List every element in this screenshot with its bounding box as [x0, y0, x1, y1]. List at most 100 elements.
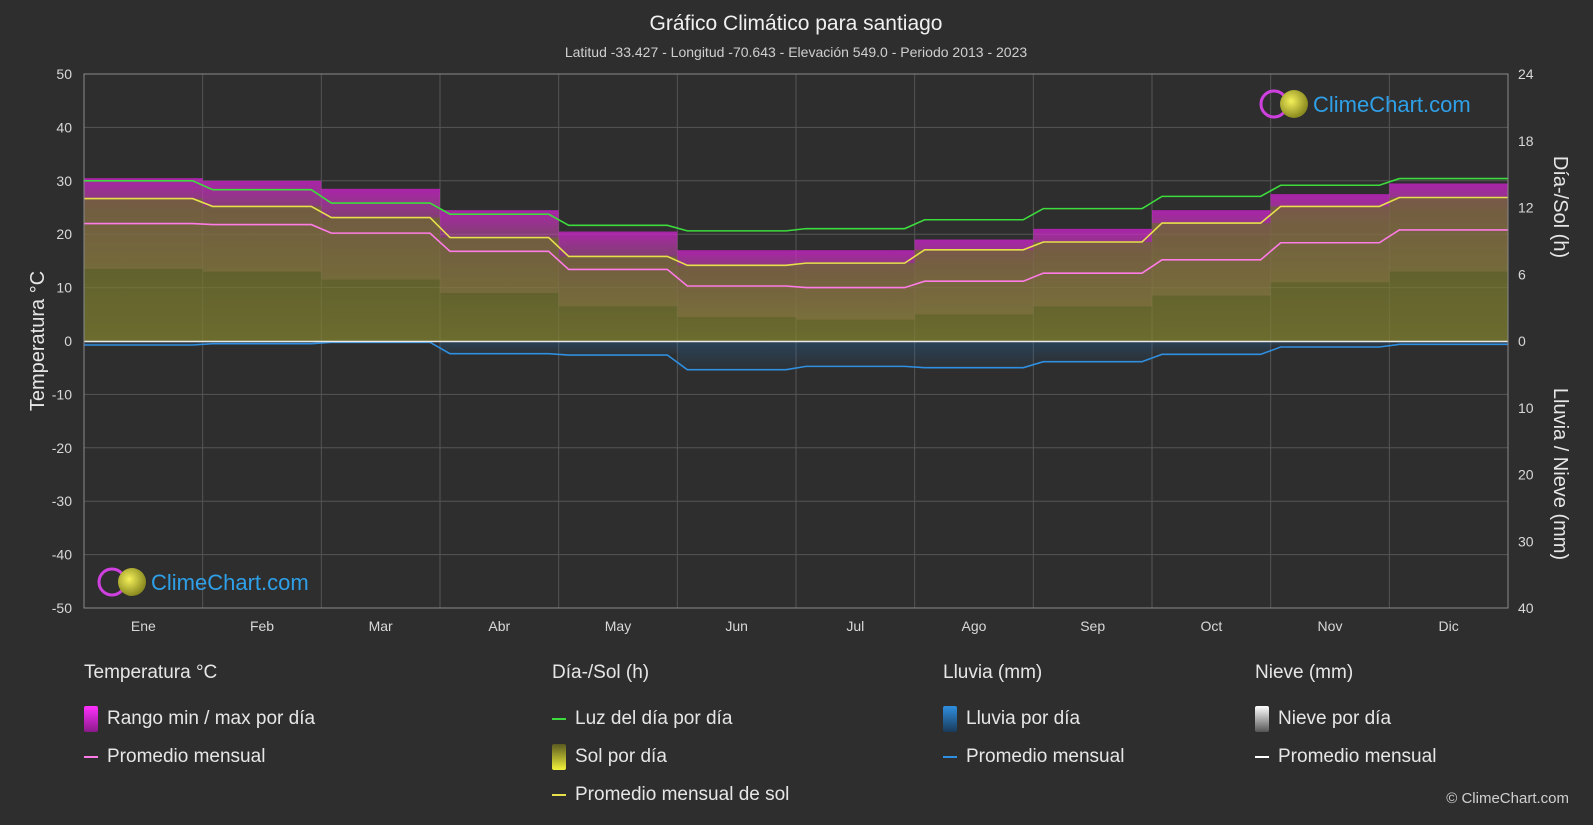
y-tick-label: 30 [56, 173, 72, 189]
x-axis-ticks: Ene Feb Mar Abr May Jun Jul Ago Sep Oct Nov Dic [131, 618, 1459, 634]
rain-bars [84, 341, 1508, 370]
legend-snow: Nieve (mm) Nieve por día Promedio mensua… [1255, 662, 1436, 776]
legend-label: Lluvia por día [966, 708, 1081, 729]
sun-bar [1270, 206, 1390, 341]
legend-rain: Lluvia (mm) Lluvia por día Promedio mens… [943, 662, 1124, 776]
watermark-top-text: ClimeChart.com [1313, 92, 1471, 117]
sun-bar [321, 217, 440, 341]
y-tick-label: -10 [52, 386, 72, 402]
legend-item-rain: Lluvia por día [943, 700, 1124, 738]
legend-item-temp-range: Rango min / max por día [84, 700, 315, 738]
y-tick-label: 0 [64, 333, 72, 349]
sun-bar [1389, 197, 1508, 341]
rain-bar [84, 341, 203, 346]
y-tick-label-right: 6 [1518, 266, 1526, 282]
y-axis-right-ticks: 24 18 12 6 0 10 20 30 40 [1518, 66, 1534, 616]
rain-bar [558, 341, 678, 356]
legend-swatch [943, 756, 957, 758]
y-axis-left-ticks: 50 40 30 20 10 0 -10 -20 -30 -40 -50 [52, 66, 72, 616]
y-tick-label: -30 [52, 493, 72, 509]
legend-swatch [943, 706, 957, 732]
rain-bar [1033, 341, 1152, 362]
legend-swatch [84, 756, 98, 758]
rain-bar [440, 341, 559, 354]
x-tick-label: Oct [1200, 618, 1222, 634]
y-axis-right-bottom-label: Lluvia / Nieve (mm) [1549, 388, 1571, 560]
x-tick-label: Dic [1439, 618, 1459, 634]
rain-bar [677, 341, 796, 370]
plot-frame [83, 73, 1509, 609]
x-tick-label: Abr [488, 618, 510, 634]
y-tick-label: 10 [56, 280, 72, 296]
y-tick-label-right: 0 [1518, 333, 1526, 349]
x-tick-label: Nov [1318, 618, 1343, 634]
legend-item-daylight: Luz del día por día [552, 700, 789, 738]
legend-swatch [1255, 706, 1269, 732]
temperature-avg-line [84, 222, 1508, 289]
y-tick-label-right: 10 [1518, 400, 1534, 416]
legend-label: Promedio mensual [966, 746, 1125, 767]
rain-bar [914, 341, 1034, 368]
legend-item-snow: Nieve por día [1255, 700, 1436, 738]
legend-swatch [552, 794, 566, 796]
rain-bar [1389, 341, 1508, 345]
sun-bar [914, 249, 1034, 341]
sunshine-avg-line [84, 196, 1508, 267]
legend-item-snow-avg: Promedio mensual [1255, 738, 1436, 776]
y-tick-label: -40 [52, 547, 72, 563]
x-tick-label: May [605, 618, 631, 634]
legend-label: Promedio mensual de sol [575, 784, 790, 805]
sunshine-band [84, 197, 1508, 341]
legend-item-rain-avg: Promedio mensual [943, 738, 1124, 776]
y-tick-label: 20 [56, 226, 72, 242]
legend-label: Promedio mensual [107, 746, 266, 767]
legend-label: Promedio mensual [1278, 746, 1437, 767]
series-lines [84, 177, 1508, 371]
legend-swatch [84, 706, 98, 732]
legend-label: Sol por día [575, 746, 667, 767]
chart-subtitle: Latitud -33.427 - Longitud -70.643 - Ele… [565, 44, 1028, 60]
legend-item-sun: Sol por día [552, 738, 789, 776]
sun-bar [84, 198, 203, 341]
x-tick-label: Sep [1080, 618, 1105, 634]
sun-bar [1033, 241, 1152, 341]
sun-bar [440, 237, 559, 341]
watermark-bottom: ClimeChart.com [97, 567, 309, 597]
legend-daylight: Día-/Sol (h) Luz del día por día Sol por… [552, 662, 789, 814]
legend-swatch [1255, 756, 1269, 758]
daylight-line [84, 177, 1508, 232]
y-axis-right-top-label: Día-/Sol (h) [1549, 156, 1571, 258]
logo-sun-icon [118, 568, 146, 596]
watermark-bottom-text: ClimeChart.com [151, 570, 309, 595]
x-tick-label: Mar [369, 618, 393, 634]
sun-bar [202, 206, 322, 341]
y-tick-label-right: 12 [1518, 200, 1534, 216]
logo-sun-icon [1280, 90, 1308, 118]
legend-label: Luz del día por día [575, 708, 733, 729]
y-tick-label-right: 30 [1518, 533, 1534, 549]
legend-label: Nieve por día [1278, 708, 1392, 729]
rain-bar [1152, 341, 1271, 355]
y-tick-label-right: 40 [1518, 600, 1534, 616]
y-tick-label-right: 24 [1518, 66, 1534, 82]
sun-bar [1152, 223, 1271, 341]
legend-title: Nieve (mm) [1255, 662, 1354, 683]
rain-bar [1270, 341, 1390, 348]
rain-bar [202, 341, 322, 344]
x-tick-label: Ene [131, 618, 156, 634]
legend-swatch [552, 744, 566, 770]
y-tick-label-right: 20 [1518, 467, 1534, 483]
legend-temperature: Temperatura °C Rango min / max por día P… [84, 662, 315, 776]
sun-bar [677, 265, 796, 341]
legend-title: Día-/Sol (h) [552, 662, 650, 683]
y-axis-left-label: Temperatura °C [27, 271, 49, 411]
rain-avg-line [84, 341, 1508, 371]
sun-bar [796, 263, 915, 341]
chart-title: Gráfico Climático para santiago [650, 12, 943, 35]
copyright: © ClimeChart.com [1446, 790, 1569, 807]
legend-item-temp-avg: Promedio mensual [84, 738, 315, 776]
legend-item-sun-avg: Promedio mensual de sol [552, 776, 789, 814]
y-tick-label: 50 [56, 66, 72, 82]
y-tick-label: 40 [56, 119, 72, 135]
x-tick-label: Jul [846, 618, 864, 634]
